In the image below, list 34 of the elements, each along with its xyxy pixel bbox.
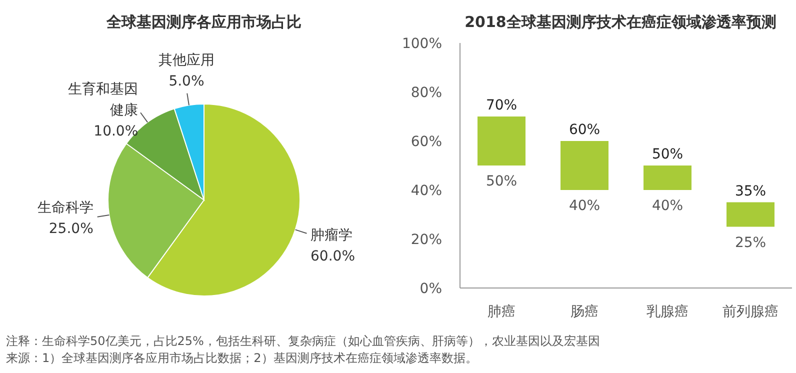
bar (644, 166, 692, 190)
text: 注释：生命科学50亿美元，占比25%，包括生科研、复杂病症（如心血管疾病、肝病等），农业基因以及宏基因 (6, 334, 600, 348)
x-tick-label: 肺癌 (488, 304, 516, 320)
annotation: 60% (568, 122, 600, 138)
source-note: 来源：1）全球基因测序各应用市场占比数据；2）基因测序技术在癌症领域渗透率数据。 (6, 351, 478, 365)
y-tick-label: 40% (410, 183, 442, 199)
annotation: 35% (734, 183, 766, 200)
chart-title: 2018全球基因测序技术在癌症领域渗透率预测 (464, 13, 776, 31)
y-tick-label: 60% (410, 134, 442, 150)
annotation: 50% (486, 174, 518, 190)
annotation: 50% (652, 146, 684, 162)
annotation: 25% (734, 234, 766, 251)
y-tick-label: 20% (410, 232, 442, 248)
annotation: 40% (568, 198, 600, 214)
data-label: 60.0% (310, 248, 356, 265)
annotation: 40% (652, 198, 684, 214)
bar (560, 141, 608, 190)
slice-label: 其他应用 (158, 52, 214, 68)
x-tick-label: 肠癌 (570, 304, 598, 320)
annotation: 70% (486, 98, 518, 114)
y-tick-label: 80% (410, 85, 442, 101)
y-tick-label: 0% (420, 281, 442, 297)
chart-title: 全球基因测序各应用市场占比 (106, 13, 302, 31)
y-tick-label: 100% (402, 36, 442, 52)
bar (726, 202, 774, 227)
x-tick-label: 前列腺癌 (722, 304, 778, 320)
data-label: 5.0% (168, 73, 204, 90)
x-tick-label: 乳腺癌 (646, 304, 688, 320)
slice-label: 生命科学 (37, 200, 94, 216)
slice-label: 生育和基因健康 (68, 80, 138, 118)
data-label: 10.0% (94, 123, 138, 140)
bar (478, 116, 526, 166)
slice-label: 肿瘤学 (310, 228, 353, 244)
data-label: 25.0% (48, 221, 94, 238)
